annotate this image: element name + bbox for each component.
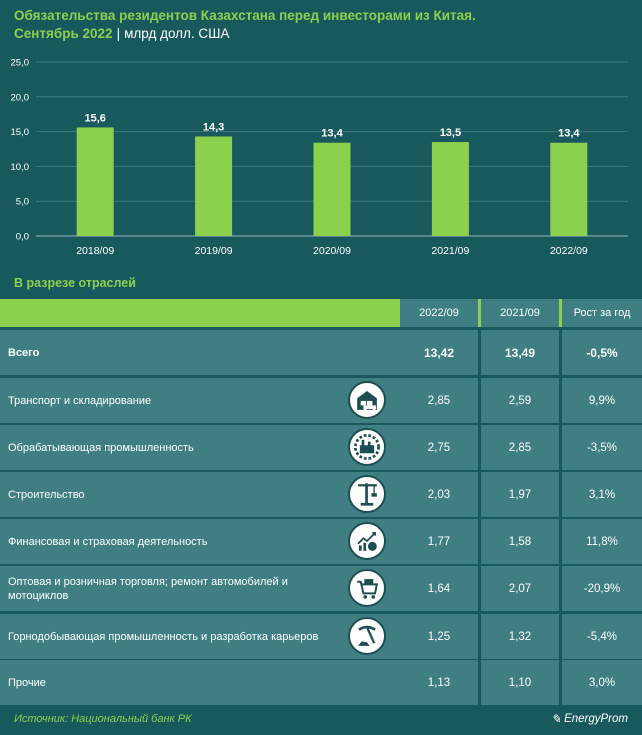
bar-2020-09 [313, 142, 351, 236]
value-2021: 2,59 [481, 378, 559, 423]
growth-value: 3,1% [562, 472, 642, 517]
value-2021: 2,85 [481, 425, 559, 470]
finance-chart-icon [348, 522, 386, 560]
factory-gear-icon [348, 428, 386, 466]
period-label: Сентябрь 2022 [14, 26, 113, 41]
warehouse-truck-icon [348, 381, 386, 419]
table-row [0, 378, 400, 423]
column-header-2022: 2022/09 [400, 299, 478, 327]
value-2021: 1,58 [481, 519, 559, 564]
section-title: В разрезе отраслей [14, 276, 136, 290]
bar-value-label: 15,6 [84, 112, 105, 124]
y-tick-label: 0,0 [16, 232, 29, 243]
value-2021: 2,07 [481, 566, 559, 611]
growth-value: 3,0% [562, 660, 642, 705]
y-tick-label: 25,0 [11, 58, 30, 69]
table-row [0, 566, 400, 611]
value-2021: 13,49 [481, 330, 559, 375]
value-2022: 13,42 [400, 330, 478, 375]
row-label: Обрабатывающая промышленность [8, 441, 194, 454]
energyprom-logo: ✎ EnergyProm [551, 712, 628, 726]
value-2022: 1,25 [400, 614, 478, 659]
x-tick-label: 2022/09 [550, 245, 588, 257]
value-2021: 1,32 [481, 614, 559, 659]
row-label: Всего [8, 346, 40, 359]
table-row [0, 660, 400, 705]
bar-2019-09 [195, 136, 233, 236]
growth-value: -20,9% [562, 566, 642, 611]
bar-value-label: 14,3 [203, 121, 224, 133]
value-2021: 1,97 [481, 472, 559, 517]
value-2022: 2,75 [400, 425, 478, 470]
unit-label: млрд долл. США [124, 26, 230, 41]
value-2022: 1,13 [400, 660, 478, 705]
crane-icon [348, 475, 386, 513]
logo-text: EnergyProm [564, 713, 628, 725]
growth-value: 11,8% [562, 519, 642, 564]
column-header-2021: 2021/09 [481, 299, 559, 327]
y-tick-label: 15,0 [11, 127, 30, 138]
table-row [0, 614, 400, 659]
x-tick-label: 2021/09 [431, 245, 469, 257]
chart-subtitle: Сентябрь 2022 | млрд долл. США [14, 24, 230, 44]
shopping-cart-icon [348, 569, 386, 607]
source-note: Источник: Национальный банк РК [14, 713, 192, 725]
bar-chart: 0,0 5,0 10,0 15,0 20,0 25,0 15,6 2018/09 14,3 201… [11, 58, 628, 257]
growth-value: 9,9% [562, 378, 642, 423]
bar-value-label: 13,4 [321, 128, 343, 140]
y-tick-label: 20,0 [11, 92, 30, 103]
value-2021: 1,10 [481, 660, 559, 705]
row-label: Строительство [8, 488, 85, 501]
y-tick-label: 10,0 [11, 162, 30, 173]
column-header-growth: Рост за год [562, 299, 642, 327]
x-tick-label: 2018/09 [76, 245, 114, 257]
bar-2021-09 [431, 142, 469, 236]
y-tick-label: 5,0 [16, 197, 29, 208]
table-row [0, 472, 400, 517]
x-tick-label: 2019/09 [195, 245, 233, 257]
chart-title: Обязательства резидентов Казахстана пере… [14, 8, 476, 23]
bar-value-label: 13,5 [440, 127, 461, 139]
table-row [0, 519, 400, 564]
growth-value: -0,5% [562, 330, 642, 375]
value-2022: 1,77 [400, 519, 478, 564]
x-tick-label: 2020/09 [313, 245, 351, 257]
growth-value: -3,5% [562, 425, 642, 470]
table-row [0, 330, 400, 375]
value-2022: 2,85 [400, 378, 478, 423]
subtitle-separator: | [116, 26, 121, 41]
bar-value-label: 13,4 [558, 128, 580, 140]
table-row [0, 425, 400, 470]
row-label: Прочие [8, 676, 46, 689]
growth-value: -5,4% [562, 614, 642, 659]
value-2022: 1,64 [400, 566, 478, 611]
logo-mark-icon: ✎ [551, 712, 562, 726]
row-label: Транспорт и складирование [8, 394, 152, 407]
bar-2022-09 [550, 142, 588, 236]
row-label: Финансовая и страховая деятельность [8, 535, 208, 548]
row-label: Горнодобывающая промышленность и разрабо… [8, 630, 319, 643]
pickaxe-icon [348, 617, 386, 655]
value-2022: 2,03 [400, 472, 478, 517]
bar-2018-09 [76, 127, 114, 236]
row-label: Оптовая и розничная торговля; ремонт авт… [8, 575, 288, 602]
